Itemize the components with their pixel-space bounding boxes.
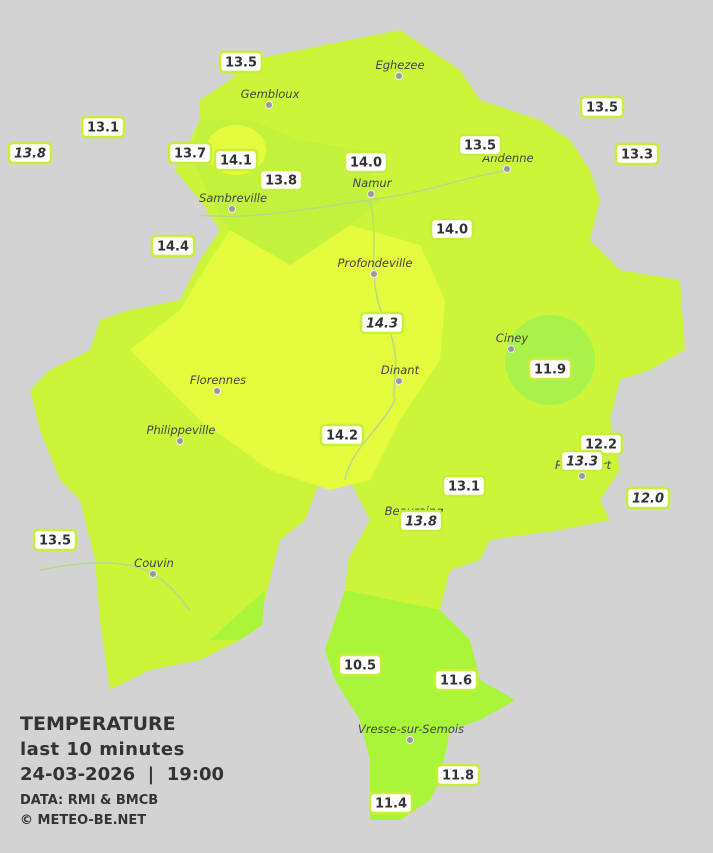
station-box [7, 141, 53, 165]
station-value: 12.2 [585, 438, 617, 453]
station-box [429, 217, 475, 241]
city-dot [367, 190, 375, 198]
city-name: Florennes [190, 373, 246, 387]
warm-zone [130, 225, 445, 490]
station-box [213, 148, 259, 172]
station-box [218, 50, 264, 74]
station-value: 11.4 [375, 797, 407, 812]
station-value: 14.0 [436, 223, 468, 238]
station-value: 14.4 [157, 240, 189, 255]
station-box [398, 509, 444, 533]
city-name: Ciney [496, 331, 529, 345]
station-value: 14.0 [350, 156, 382, 171]
city-dot [395, 72, 403, 80]
city-dot [149, 570, 157, 578]
city-dot [176, 437, 184, 445]
station-value: 10.5 [344, 659, 376, 674]
station-value: 13.3 [621, 148, 653, 163]
station-box [614, 142, 660, 166]
cool-corner [210, 590, 265, 640]
city-dot [265, 101, 273, 109]
station-box [441, 474, 487, 498]
city-dot [213, 387, 221, 395]
city-name: Dinant [381, 363, 420, 377]
station-box [559, 449, 605, 473]
cool-zone [325, 590, 515, 820]
city-name: Namur [353, 176, 393, 190]
city-dot [503, 165, 511, 173]
station-value: 13.8 [14, 147, 46, 162]
station-box [359, 311, 405, 335]
station-value: 13.5 [464, 139, 496, 154]
station-box [337, 653, 383, 677]
station-value: 13.8 [405, 515, 437, 530]
station-box [368, 791, 414, 815]
legend-credit: © METEO-BE.NET [20, 813, 146, 828]
station-box [457, 133, 503, 157]
station-value: 11.8 [442, 769, 474, 784]
station-box [579, 95, 625, 119]
city-dot [228, 205, 236, 213]
legend-subtitle: last 10 minutes [20, 739, 185, 760]
station-value: 13.8 [265, 174, 297, 189]
legend-datetime: 24-03-2026 | 19:00 [20, 764, 224, 785]
city-name: Couvin [134, 556, 174, 570]
city-name: Eghezee [375, 58, 424, 72]
city-name: Vresse-sur-Semois [358, 722, 464, 736]
city-dot [578, 472, 586, 480]
station-value: 13.5 [39, 534, 71, 549]
legend-source: DATA: RMI & BMCB [20, 793, 158, 808]
station-value: 13.7 [174, 147, 206, 162]
station-value: 13.3 [566, 455, 598, 470]
station-value: 13.1 [448, 480, 480, 495]
city-name: Profondeville [338, 256, 413, 270]
station-value: 12.0 [632, 492, 664, 507]
station-box [435, 763, 481, 787]
station-box [527, 357, 573, 381]
station-box [80, 115, 126, 139]
station-box [150, 234, 196, 258]
station-box [625, 486, 671, 510]
station-value: 11.6 [440, 674, 472, 689]
city-dot [507, 345, 515, 353]
legend-title: TEMPERATURE [20, 713, 176, 735]
city-dot [406, 736, 414, 744]
station-value: 14.2 [326, 429, 358, 444]
station-box [167, 141, 213, 165]
station-value: 14.1 [220, 154, 252, 169]
station-value: 14.3 [366, 317, 398, 332]
station-value: 13.1 [87, 121, 119, 136]
city-name: Philippeville [147, 423, 216, 437]
city-dot [395, 377, 403, 385]
station-box [433, 668, 479, 692]
station-value: 11.9 [534, 363, 566, 378]
station-box [343, 150, 389, 174]
station-value: 13.5 [225, 56, 257, 71]
station-box [258, 168, 304, 192]
station-box [319, 423, 365, 447]
station-box [32, 528, 78, 552]
city-name: Sambreville [199, 191, 267, 205]
city-name: Gembloux [241, 87, 300, 101]
station-value: 13.5 [586, 101, 618, 116]
city-dot [370, 270, 378, 278]
